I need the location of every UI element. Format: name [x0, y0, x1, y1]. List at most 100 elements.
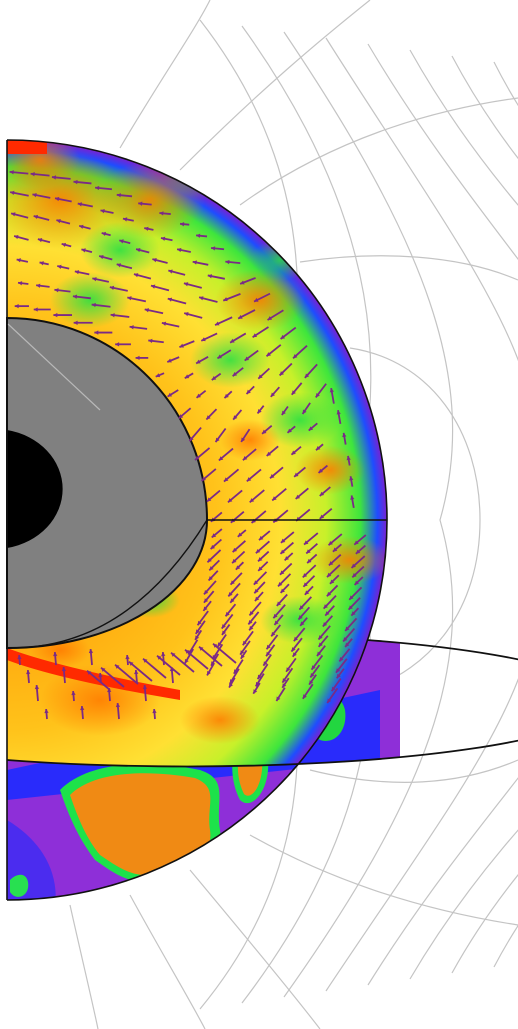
flow-arrow [156, 655, 181, 676]
flow-arrow [203, 580, 217, 595]
flow-arrow [265, 634, 279, 650]
flow-arrow [327, 533, 343, 546]
flow-arrow [125, 654, 130, 666]
flow-arrow [326, 584, 339, 597]
flow-arrow [276, 593, 288, 607]
flow-arrow [159, 211, 171, 216]
flow-arrow [244, 349, 259, 362]
flow-arrow [349, 476, 354, 487]
field-line [367, 43, 518, 986]
flow-arrow [155, 372, 165, 378]
field-line [189, 869, 321, 1029]
field-line [249, 834, 518, 926]
flow-arrow [267, 309, 284, 321]
flow-arrow [51, 175, 71, 180]
flow-arrow [255, 540, 270, 554]
flow-arrow [9, 170, 29, 175]
flow-arrow [348, 586, 363, 601]
flow-arrow [355, 544, 366, 555]
flow-arrow [37, 238, 51, 244]
flow-arrow [129, 325, 148, 330]
flow-arrow [256, 405, 265, 415]
flow-arrow [286, 425, 296, 434]
flow-arrow [332, 543, 342, 553]
flow-arrow [297, 606, 311, 621]
field-line [283, 31, 454, 998]
flow-arrow [252, 682, 261, 695]
flow-arrow [281, 405, 289, 416]
flow-arrow [290, 446, 302, 456]
flow-arrow [242, 630, 254, 646]
flow-arrow [168, 269, 186, 276]
flow-arrow [353, 534, 367, 546]
flow-arrow [257, 561, 269, 572]
flow-arrow [279, 562, 293, 576]
flow-arrow [231, 550, 246, 564]
flow-arrow [95, 185, 113, 191]
flow-arrow [281, 677, 290, 689]
flow-arrow [92, 277, 110, 283]
cool-region [260, 392, 340, 448]
flow-arrow [342, 628, 356, 643]
flow-arrow [229, 332, 247, 344]
flow-arrow [86, 670, 111, 691]
flow-arrow [210, 538, 222, 550]
flow-arrow [206, 489, 221, 503]
flow-arrow [13, 234, 29, 241]
flow-arrow [148, 338, 164, 344]
flow-arrow [266, 445, 279, 457]
flow-arrow [170, 652, 195, 673]
flow-arrow [179, 222, 190, 227]
field-line [119, 0, 211, 149]
flow-arrow [91, 302, 111, 308]
flow-arrow [71, 690, 76, 702]
flow-arrow [26, 669, 31, 684]
flow-arrow [278, 362, 293, 377]
flow-arrow [202, 600, 212, 612]
flow-arrow [271, 487, 287, 502]
flow-arrow [200, 332, 218, 342]
flow-arrow [196, 610, 209, 626]
flow-arrow [134, 669, 139, 684]
flow-arrow [167, 389, 179, 398]
flow-arrow [262, 654, 272, 667]
continent [70, 773, 211, 876]
flow-arrow [74, 270, 90, 276]
flow-arrow [227, 489, 243, 503]
flow-arrow [138, 201, 152, 206]
flow-arrow [77, 202, 93, 208]
flow-arrow [176, 247, 191, 253]
flow-arrow [214, 316, 233, 326]
flow-arrow [152, 708, 157, 720]
flow-arrow [250, 510, 267, 524]
flow-arrow [17, 654, 22, 666]
flow-arrow [110, 313, 130, 318]
flow-arrow [203, 590, 215, 604]
flow-arrow [249, 489, 265, 503]
flow-arrow [179, 340, 195, 348]
flow-arrow [195, 390, 207, 399]
flow-arrow [198, 646, 223, 667]
flow-arrow [284, 552, 294, 562]
flow-arrow [326, 564, 341, 578]
flow-arrow [32, 193, 51, 199]
flow-arrow [291, 647, 300, 658]
flow-arrow [192, 260, 209, 266]
flow-arrow [205, 408, 218, 421]
flow-arrow [223, 390, 233, 399]
flow-arrow [61, 242, 72, 248]
flow-arrow [290, 637, 303, 653]
cool-region [50, 272, 130, 328]
flow-arrow [302, 683, 314, 700]
flow-arrow [101, 231, 111, 237]
flow-arrow [245, 385, 255, 395]
flow-arrow [303, 532, 319, 546]
flow-arrow [225, 259, 241, 265]
flow-arrow [10, 212, 29, 219]
flow-arrow [298, 596, 312, 611]
flow-arrow [315, 383, 327, 398]
flow-arrow [322, 615, 334, 628]
flow-arrow [265, 644, 276, 657]
flow-arrow [224, 603, 237, 617]
flow-arrow [194, 447, 211, 461]
